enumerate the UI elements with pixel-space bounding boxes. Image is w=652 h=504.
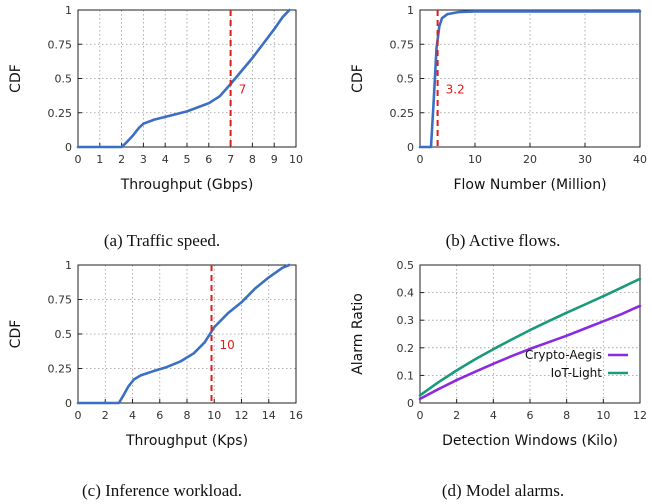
x-tick-label: 2 xyxy=(118,153,125,166)
legend-label: Crypto-Aegis xyxy=(525,348,602,362)
y-tick-label: 1 xyxy=(407,4,414,17)
x-axis-label: Detection Windows (Kilo) xyxy=(442,433,618,449)
caption-d: (d) Model alarms. xyxy=(442,481,564,500)
y-tick-label: 0.25 xyxy=(390,107,415,120)
marker-label: 7 xyxy=(239,83,247,97)
x-tick-label: 10 xyxy=(468,153,482,166)
x-tick-label: 3 xyxy=(140,153,147,166)
y-tick-label: 0.75 xyxy=(48,294,73,307)
y-axis-label: Alarm Ratio xyxy=(350,293,366,375)
x-tick-label: 9 xyxy=(271,153,278,166)
chart-panel-a: (a) Traffic speed. 0 1 2 3 4 5 6 7 8 9 10 0 0.25 0.5 0… xyxy=(8,4,303,250)
x-tick-label: 4 xyxy=(162,153,169,166)
y-tick-label: 0.75 xyxy=(390,38,415,51)
x-tick-label: 5 xyxy=(184,153,191,166)
y-tick-label: 0 xyxy=(65,397,72,410)
x-tick-label: 0 xyxy=(417,409,424,422)
y-tick-label: 0.3 xyxy=(397,314,415,327)
x-tick-label: 6 xyxy=(156,409,163,422)
y-tick-label: 0.25 xyxy=(48,363,73,376)
y-tick-label: 0.5 xyxy=(397,259,415,272)
series-line-2 xyxy=(418,277,642,397)
x-tick-label: 2 xyxy=(102,409,109,422)
y-tick-label: 0.5 xyxy=(55,73,73,86)
x-tick-label: 0 xyxy=(75,409,82,422)
caption-a: (a) Traffic speed. xyxy=(104,231,220,250)
x-tick-label: 8 xyxy=(184,409,191,422)
chart-panel-d: (d) Model alarms. 0 2 4 6 8 10 12 0 0.1 0.2 0.3 0.4… xyxy=(350,259,647,500)
series-line-1 xyxy=(76,263,291,405)
y-axis-label: CDF xyxy=(8,64,24,93)
series-line-1 xyxy=(418,304,642,401)
x-tick-label: 6 xyxy=(205,153,212,166)
x-axis-label: Flow Number (Million) xyxy=(453,177,606,193)
chart-panel-c: (c) Inference workload. 0 2 4 6 8 10 12 14 16 0 0.… xyxy=(8,259,303,500)
y-tick-label: 0.5 xyxy=(55,328,73,341)
legend-label: IoT-Light xyxy=(551,366,603,380)
x-tick-label: 14 xyxy=(262,409,276,422)
y-axis-label: CDF xyxy=(8,320,24,349)
y-tick-label: 0.5 xyxy=(397,73,415,86)
x-tick-label: 40 xyxy=(633,153,647,166)
x-tick-label: 12 xyxy=(235,409,249,422)
x-tick-label: 0 xyxy=(75,153,82,166)
series-line-1 xyxy=(76,8,291,149)
x-tick-label: 10 xyxy=(207,409,221,422)
caption-b: (b) Active flows. xyxy=(446,231,561,250)
x-tick-label: 10 xyxy=(596,409,610,422)
y-tick-label: 0.25 xyxy=(48,107,73,120)
x-axis-label: Throughput (Kps) xyxy=(125,433,248,449)
x-tick-label: 6 xyxy=(527,409,534,422)
x-axis-label: Throughput (Gbps) xyxy=(120,177,254,193)
marker-label: 3.2 xyxy=(446,83,465,97)
y-tick-label: 0.4 xyxy=(397,287,415,300)
x-tick-label: 16 xyxy=(289,409,303,422)
y-tick-label: 0.2 xyxy=(397,342,415,355)
y-tick-label: 1 xyxy=(65,259,72,272)
x-tick-label: 30 xyxy=(578,153,592,166)
y-tick-label: 0 xyxy=(65,141,72,154)
x-tick-label: 20 xyxy=(523,153,537,166)
y-tick-label: 0 xyxy=(407,397,414,410)
x-tick-label: 0 xyxy=(417,153,424,166)
x-tick-label: 8 xyxy=(563,409,570,422)
caption-c: (c) Inference workload. xyxy=(82,481,242,500)
y-axis-label: CDF xyxy=(350,64,366,93)
x-tick-label: 1 xyxy=(96,153,103,166)
x-tick-label: 2 xyxy=(453,409,460,422)
x-tick-label: 4 xyxy=(490,409,497,422)
x-tick-label: 8 xyxy=(249,153,256,166)
x-tick-label: 4 xyxy=(129,409,136,422)
series-line-1 xyxy=(418,10,642,149)
y-tick-label: 0.1 xyxy=(397,369,415,382)
y-tick-label: 0.75 xyxy=(48,38,73,51)
y-tick-label: 0 xyxy=(407,141,414,154)
chart-panel-b: (b) Active flows. 0 10 20 30 40 0 0.25 0.5 0.75 1… xyxy=(350,4,647,250)
marker-label: 10 xyxy=(220,338,235,352)
x-tick-label: 7 xyxy=(227,153,234,166)
y-tick-label: 1 xyxy=(65,4,72,17)
x-tick-label: 12 xyxy=(633,409,647,422)
x-tick-label: 10 xyxy=(289,153,303,166)
